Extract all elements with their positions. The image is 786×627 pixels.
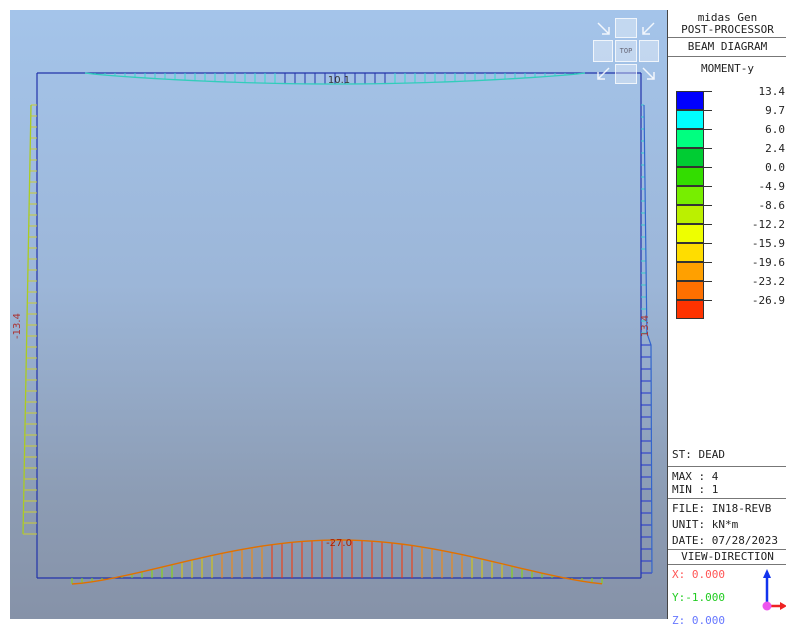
view-cube-left-face[interactable] [593,40,613,62]
diagram-type: BEAM DIAGRAM [668,38,786,57]
result-component: MOMENT-y [701,62,754,75]
legend-swatch [676,167,704,186]
legend-value: -19.6 [751,256,785,269]
model-viewport[interactable]: 10.1 -27.0 -13.4 13.4 TOP [10,10,667,619]
legend-tick [704,300,712,301]
app-title: midas Gen [697,11,758,24]
app-subtitle: POST-PROCESSOR [668,24,786,38]
legend-tick [704,148,712,149]
view-cube[interactable]: TOP [593,18,659,84]
date-label: DATE: 07/28/2023 [672,534,778,547]
legend-tick [704,167,712,168]
legend-value: 0.0 [765,161,785,174]
top-beam-moment-label: 10.1 [328,75,350,86]
legend-swatch [676,281,704,300]
right-column-moment-label: 13.4 [640,315,651,337]
legend-tick [704,91,712,92]
bottom-beam-moment-label: -27.0 [326,538,352,549]
legend-swatch [676,224,704,243]
view-direction-y: Y:-1.000 [672,591,725,604]
legend-value: -15.9 [751,237,785,250]
view-direction-x: X: 0.000 [672,568,725,581]
legend-value: -4.9 [758,180,786,193]
legend-value: -26.9 [751,294,785,307]
legend-swatch [676,262,704,281]
legend-swatch [676,205,704,224]
right-column-moment-curve [643,104,653,574]
view-cube-top-label: TOP [619,47,633,55]
legend-tick [704,186,712,187]
legend-tick [704,129,712,130]
legend-swatch [676,91,704,110]
view-cube-back-face[interactable] [615,18,637,38]
view-cube-right-face[interactable] [639,40,659,62]
bottom-beam-moment-curve [71,539,603,585]
legend-value: 13.4 [758,85,786,98]
legend-tick [704,224,712,225]
legend-swatch [676,300,704,319]
view-direction-z: Z: 0.000 [672,614,725,627]
legend-value: 9.7 [765,104,785,117]
legend-value: -8.6 [758,199,786,212]
legend-swatch [676,243,704,262]
view-cube-top-face[interactable]: TOP [615,40,637,62]
legend-tick [704,110,712,111]
unit-label: UNIT: kN*m [672,518,739,531]
top-beam-moment-curve [84,72,586,85]
max-value: MAX : 4 [672,470,719,483]
axis-triad-icon [762,569,786,611]
left-column-moment-label: -13.4 [12,313,23,339]
legend-tick [704,243,712,244]
min-value: MIN : 1 [672,483,719,496]
post-processor-panel: midas Gen POST-PROCESSOR BEAM DIAGRAM MO… [667,10,786,627]
legend-tick [704,281,712,282]
view-direction-label: VIEW-DIRECTION [681,550,774,563]
legend-value: -12.2 [751,218,785,231]
legend-value: 2.4 [765,142,785,155]
load-case: ST: DEAD [672,448,725,461]
left-column-moment-curve [22,104,32,535]
legend-swatch [676,186,704,205]
legend-value: -23.2 [751,275,785,288]
view-cube-front-face[interactable] [615,64,637,84]
file-name: FILE: IN18-REVB [672,502,772,515]
legend-tick [704,262,712,263]
legend-swatch [676,129,704,148]
view-cube-corner-arrows-icon [597,22,655,80]
beam-moment-diagram: 10.1 -27.0 -13.4 13.4 [12,72,653,585]
legend-tick [704,205,712,206]
legend-swatch [676,110,704,129]
legend-swatch [676,148,704,167]
legend-value: 6.0 [765,123,785,136]
